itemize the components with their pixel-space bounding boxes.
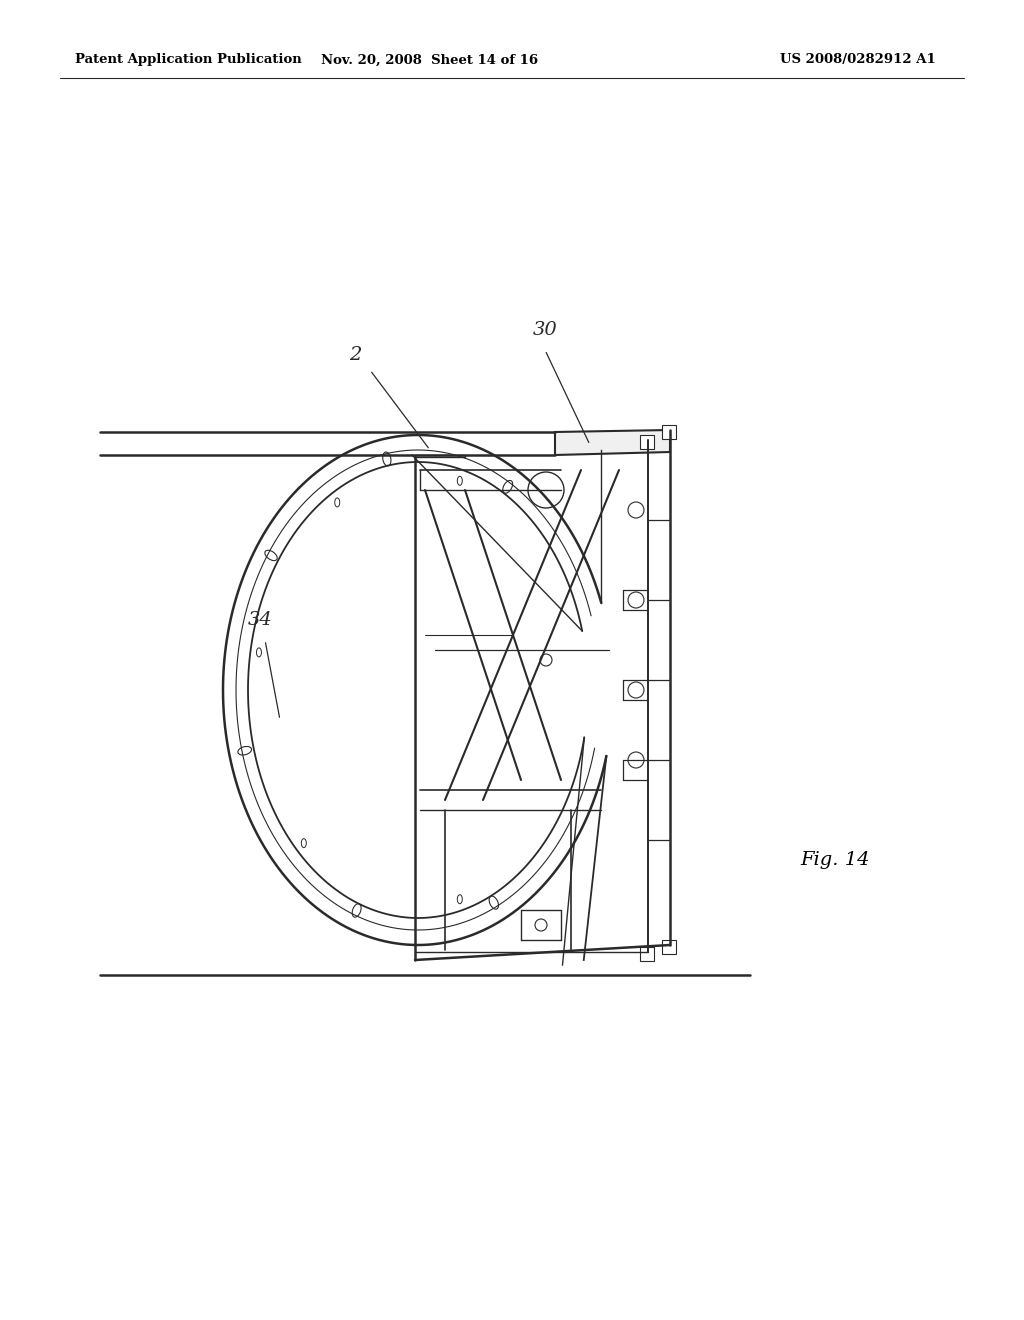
Text: 30: 30 bbox=[532, 321, 557, 339]
Polygon shape bbox=[415, 455, 465, 457]
Text: Nov. 20, 2008  Sheet 14 of 16: Nov. 20, 2008 Sheet 14 of 16 bbox=[322, 54, 539, 66]
Polygon shape bbox=[662, 940, 676, 954]
Polygon shape bbox=[555, 430, 670, 455]
Text: 34: 34 bbox=[248, 611, 272, 630]
Polygon shape bbox=[662, 425, 676, 440]
Polygon shape bbox=[640, 946, 654, 961]
Text: Patent Application Publication: Patent Application Publication bbox=[75, 54, 302, 66]
Text: US 2008/0282912 A1: US 2008/0282912 A1 bbox=[780, 54, 936, 66]
Text: Fig. 14: Fig. 14 bbox=[800, 851, 869, 869]
Text: 2: 2 bbox=[349, 346, 361, 364]
Polygon shape bbox=[640, 436, 654, 449]
